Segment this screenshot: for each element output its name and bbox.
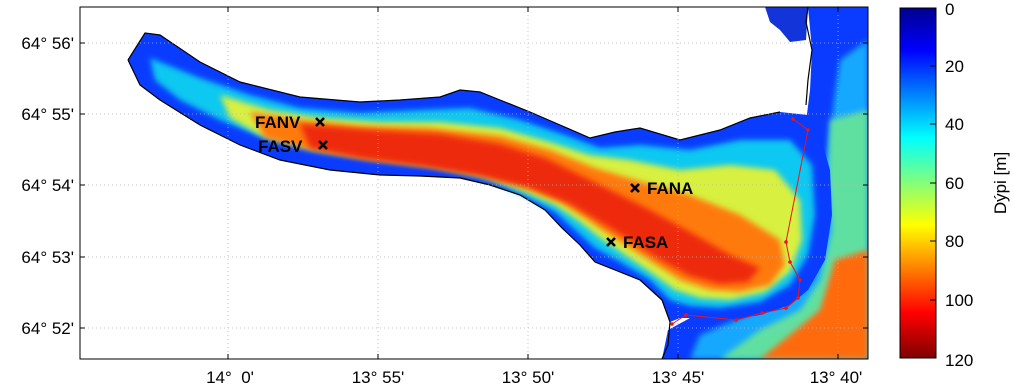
depth-colorbar: 0 20 40 60 80 100 120 Dýpi [m]	[899, 0, 1010, 370]
colorbar-tick-label: 40	[945, 115, 964, 134]
coastline-north	[127, 32, 781, 141]
station-marker-icon	[318, 140, 328, 150]
station-label: FASV	[258, 137, 303, 156]
map-plot-area: FANV FASV FANA FASA	[80, 7, 868, 359]
lat-tick-label: 64° 56'	[21, 34, 74, 53]
open-water-east-deep	[760, 250, 868, 359]
station-fanv: FANV	[255, 113, 325, 132]
colorbar-title: Dýpi [m]	[991, 152, 1010, 214]
colorbar-tick-label: 80	[945, 232, 964, 251]
colorbar-tick-label: 100	[945, 291, 973, 310]
colorbar-tick-label: 60	[945, 174, 964, 193]
ship-track-points	[670, 117, 810, 326]
station-label: FANA	[647, 179, 693, 198]
open-water-top-patch	[765, 7, 808, 42]
station-marker-icon	[606, 237, 616, 247]
station-label: FASA	[623, 233, 668, 252]
lon-tick-label: 13° 55'	[352, 368, 405, 387]
fjord-deepest-basin	[300, 124, 760, 284]
station-marker-icon	[315, 117, 325, 127]
coastline-east	[805, 7, 813, 106]
lon-tick-label: 13° 40'	[810, 368, 863, 387]
coastline-south	[127, 59, 671, 359]
colorbar-tick-label: 0	[945, 0, 954, 19]
lon-tick-label: 14° 0'	[206, 368, 254, 387]
station-marker-icon	[630, 183, 640, 193]
station-label: FANV	[255, 113, 301, 132]
colorbar-tick-label: 120	[945, 351, 973, 370]
lat-tick-label: 64° 52'	[21, 319, 74, 338]
station-fasv: FASV	[258, 137, 328, 156]
colorbar-tick-label: 20	[945, 57, 964, 76]
lat-tick-label: 64° 55'	[21, 105, 74, 124]
lon-tick-label: 13° 50'	[502, 368, 555, 387]
longitude-axis: 14° 0' 13° 55' 13° 50' 13° 45' 13° 40'	[206, 7, 862, 387]
map-grid	[80, 7, 868, 359]
station-fana: FANA	[630, 179, 693, 198]
latitude-axis: 64° 56' 64° 55' 64° 54' 64° 53' 64° 52'	[21, 34, 868, 338]
station-fasa: FASA	[606, 233, 668, 252]
lat-tick-label: 64° 53'	[21, 248, 74, 267]
lon-tick-label: 13° 45'	[652, 368, 705, 387]
map-frame	[79, 6, 869, 360]
lat-tick-label: 64° 54'	[21, 176, 74, 195]
